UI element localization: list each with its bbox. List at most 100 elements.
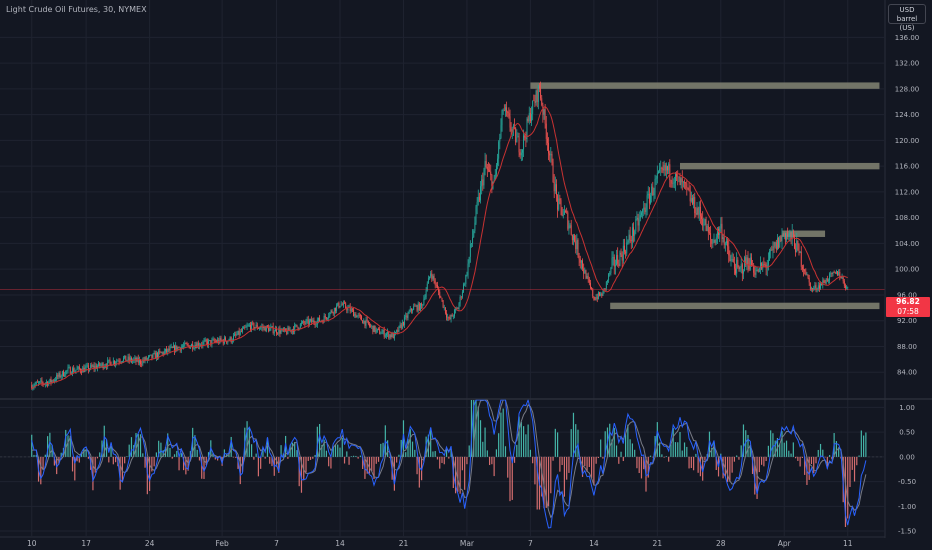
candle-body [569,225,571,226]
candle-body [493,179,495,182]
candle-body [658,171,659,174]
candle-body [64,375,66,377]
osc-histogram-bar [87,456,89,459]
osc-histogram-bar [774,440,776,457]
candle-body [202,342,204,346]
osc-histogram-bar [799,456,801,467]
candle-body [186,343,188,345]
candle-body [693,197,695,204]
candle-body [424,297,426,299]
candle-body [393,333,395,339]
candle-body [731,258,733,260]
osc-histogram-bar [146,456,148,495]
osc-histogram-bar [674,442,677,457]
osc-histogram-bar [153,456,155,467]
candle-body [574,235,576,242]
osc-histogram-bar [328,456,330,467]
candle-body [223,337,225,344]
candle-body [822,280,824,286]
osc-histogram-bar [695,453,697,457]
candle-body [301,322,302,324]
osc-histogram-bar [44,454,46,457]
osc-histogram-bar [287,456,289,459]
candle-body [473,230,475,238]
candle-body [627,240,629,243]
candle-body [732,258,734,263]
x-tick-label: Mar [460,539,475,548]
osc-histogram-bar [595,456,597,464]
candle-body [517,136,519,138]
candle-body [118,360,120,362]
candle-body [804,269,806,272]
osc-histogram-bar [783,442,785,457]
candle-body [220,337,222,341]
candle-body [277,333,279,334]
candle-body [711,239,713,244]
candle-body [677,176,679,178]
osc-histogram-bar [847,456,849,519]
candle-body [621,254,623,261]
candle-body [217,339,219,343]
osc-histogram-bar [110,445,112,457]
candle-body [345,303,347,309]
osc-histogram-bar [615,445,618,457]
candle-body [624,245,625,252]
candle-body [60,375,62,378]
candle-body [33,385,35,388]
osc-histogram-bar [457,456,459,492]
candle-body [735,268,736,274]
osc-histogram-bar [169,447,171,457]
osc-histogram-bar [81,452,83,457]
candle-body [280,330,282,334]
candle-body [469,243,471,257]
candle-body [296,324,298,327]
candle-body [641,212,642,216]
osc-histogram-bar [309,456,312,460]
candle-body [820,283,821,289]
osc-histogram-bar [500,412,502,457]
candle-body [167,348,169,353]
candle-body [36,382,38,383]
candle-body [529,112,531,122]
osc-histogram-bar [466,456,468,465]
candle-body [767,260,769,265]
candle-body [580,260,582,263]
candle-body [95,365,97,369]
osc-histogram-bar [359,455,361,457]
osc-histogram-bar [473,400,475,457]
candle-body [573,235,574,241]
candle-body [515,127,517,143]
candle-body [365,319,367,326]
candle-body [140,360,141,365]
candle-body [236,334,238,336]
resistance-support-zones[interactable] [530,82,880,310]
osc-histogram-bar [557,432,559,457]
candle-body [439,291,441,298]
candle-body [69,367,71,374]
candle-body [808,277,810,283]
candle-body [480,186,481,201]
candle-body [276,328,277,334]
candle-body [463,284,464,292]
candle-body [262,326,264,329]
osc-histogram-bar [686,446,688,457]
osc-y-tick-label: -1.50 [898,528,916,536]
osc-histogram-bar [756,456,758,499]
candle-body [374,325,376,333]
osc-histogram-bar [35,454,37,457]
osc-histogram-bar [795,456,797,459]
candle-body [404,317,406,325]
candle-body [39,381,41,383]
osc-histogram-bar [819,443,822,457]
candle-body [341,304,343,306]
unit-selector[interactable]: USD barrel (US) [888,4,926,32]
candle-body [560,200,562,208]
candle-body [313,320,315,323]
candle-body [642,209,644,213]
osc-histogram-bar [405,452,407,457]
osc-histogram-bar [339,447,341,457]
osc-histogram-bar [83,448,85,457]
candle-body [286,331,288,335]
candle-body [412,309,413,311]
